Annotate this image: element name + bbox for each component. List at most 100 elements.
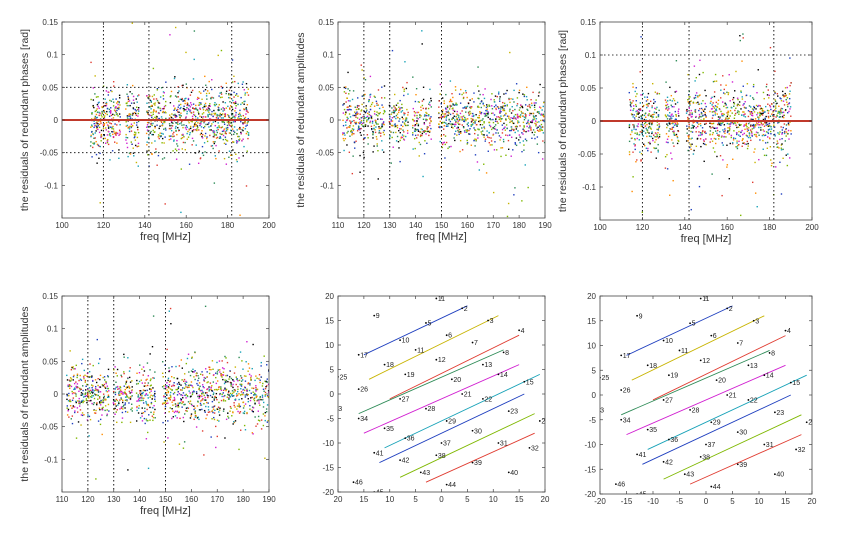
scatter-point: [505, 92, 507, 95]
scatter-point: [701, 132, 703, 134]
scatter-point: [187, 353, 190, 355]
scatter-point: [137, 145, 140, 147]
scatter-point: [256, 395, 258, 397]
x-tick-label: 110: [332, 221, 345, 230]
scatter-point: [156, 124, 158, 126]
scatter-point: [496, 95, 498, 98]
scatter-point: [192, 126, 195, 128]
scatter-point: [190, 111, 192, 114]
scatter-point: [350, 121, 352, 123]
scatter-point: [715, 80, 718, 82]
scatter-point: [469, 110, 471, 113]
scatter-point: [168, 381, 171, 383]
scatter-point: [141, 407, 143, 409]
scatter-point: [363, 119, 365, 122]
scatter-point: [116, 124, 118, 126]
scatter-point: [426, 142, 428, 144]
scatter-point: [97, 128, 99, 131]
scatter-point: [239, 405, 242, 408]
scatter-point: [773, 133, 776, 136]
scatter-point: [762, 112, 764, 114]
x-tick-label: 160: [461, 221, 475, 230]
scatter-point: [762, 123, 765, 125]
scatter-point: [234, 80, 236, 83]
scatter-point: [633, 114, 635, 116]
scatter-point: [115, 381, 117, 383]
scatter-point: [690, 109, 692, 112]
scatter-point: [399, 131, 401, 134]
y-tick-label: -0.05: [316, 149, 335, 158]
scatter-point: [400, 128, 402, 130]
scatter-point: [651, 122, 653, 124]
scatter-point: [222, 134, 225, 137]
scatter-point: [239, 138, 241, 140]
scatter-point: [741, 98, 744, 100]
scatter-point: [178, 129, 180, 132]
scatter-point: [171, 366, 173, 368]
scatter-point: [775, 110, 777, 112]
scatter-point: [773, 124, 775, 126]
scatter-point: [756, 92, 758, 94]
scatter-point: [188, 133, 191, 136]
scatter-point: [430, 138, 432, 140]
scatter-point: [163, 121, 166, 124]
scatter-point: [154, 398, 156, 400]
scatter-point: [514, 143, 517, 145]
scatter-point: [247, 121, 249, 123]
scatter-point: [149, 379, 152, 382]
scatter-point: [774, 92, 776, 94]
scatter-point: [131, 391, 133, 394]
scatter-point: [689, 104, 691, 106]
scatter-point: [178, 392, 181, 395]
scatter-point: [235, 153, 237, 155]
scatter-point: [207, 381, 209, 383]
scatter-point: [191, 137, 194, 140]
scatter-point: [746, 135, 748, 137]
scatter-point: [697, 125, 699, 128]
scatter-point: [743, 142, 745, 144]
scatter-point: [122, 404, 125, 407]
scatter-point: [457, 129, 459, 132]
scatter-point: [161, 158, 164, 160]
scatter-point: [93, 143, 95, 145]
scatter-point: [509, 108, 511, 110]
scatter-point: [375, 121, 377, 124]
scatter-point: [108, 111, 111, 113]
scatter-point: [219, 393, 221, 396]
scatter-point: [219, 371, 221, 373]
scatter-point: [524, 104, 527, 106]
scatter-point: [178, 383, 181, 385]
scatter-point: [449, 98, 452, 101]
scatter-point: [720, 97, 722, 99]
scatter-point: [124, 410, 127, 413]
scatter-point: [782, 94, 784, 96]
scatter-point: [90, 135, 92, 138]
scatter-point: [240, 96, 242, 99]
scatter-point: [216, 113, 218, 116]
scatter-point: [776, 140, 779, 142]
scatter-point: [267, 395, 269, 398]
scatter-point: [745, 123, 748, 125]
scatter-point: [265, 385, 267, 388]
scatter-point: [138, 404, 140, 407]
scatter-point: [374, 131, 377, 134]
scatter-point: [145, 419, 148, 421]
scatter-point: [137, 112, 139, 115]
scatter-point: [101, 116, 103, 118]
scatter-point: [515, 118, 517, 120]
scatter-point: [206, 388, 208, 391]
scatter-point: [244, 92, 247, 94]
scatter-point: [211, 389, 213, 392]
scatter-point: [357, 105, 359, 107]
scatter-point: [635, 87, 637, 89]
scatter-point: [99, 423, 102, 426]
scatter-point: [774, 135, 776, 137]
scatter-point: [229, 370, 231, 372]
scatter-point: [674, 91, 676, 93]
scatter-point: [185, 128, 188, 131]
scatter-point: [239, 411, 242, 413]
scatter-point: [107, 125, 110, 127]
scatter-point: [676, 124, 678, 126]
scatter-point: [760, 121, 762, 123]
scatter-point: [147, 126, 149, 128]
